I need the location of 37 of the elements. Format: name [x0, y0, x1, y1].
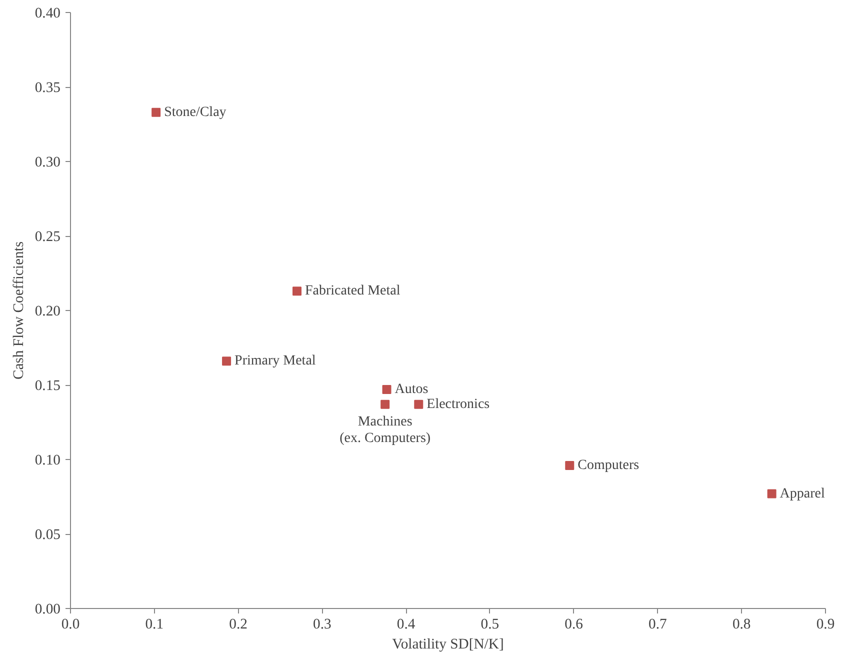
annotation: Machines (ex. Computers)	[340, 414, 431, 446]
annotation: Fabricated Metal	[305, 284, 400, 299]
point	[565, 460, 574, 470]
y-tick-label: 0.05	[34, 527, 61, 543]
x-tick-label: 0.9	[816, 616, 835, 632]
x-tick-label: 0.8	[732, 616, 751, 632]
point	[292, 286, 302, 296]
point	[767, 489, 776, 498]
y-tick-label: 0.10	[34, 452, 61, 468]
x-tick-label: 0.2	[229, 616, 248, 632]
annotation: Autos	[394, 382, 428, 397]
y-tick-label: 0.15	[34, 378, 61, 394]
annotation: Computers	[578, 458, 640, 473]
y-tick-label: 0.35	[34, 80, 61, 96]
x-tick-label: 0.6	[564, 616, 583, 632]
y-tick-label: 0.00	[34, 602, 61, 618]
y-tick-label: 0.40	[34, 6, 61, 22]
y-axis-title: Cash Flow Coefficients	[10, 241, 27, 380]
x-tick-label: 0.1	[145, 616, 164, 632]
x-tick-label: 0.4	[396, 616, 416, 632]
x-tick-label: 0.0	[61, 616, 80, 632]
annotation: Stone/Clay	[164, 104, 226, 120]
annotation: Primary Metal	[234, 354, 316, 369]
point	[382, 384, 392, 394]
point	[380, 400, 390, 409]
annotation: Electronics	[426, 396, 490, 412]
point	[222, 356, 232, 366]
x-axis-title: Volatility SD[N/K]	[392, 636, 504, 652]
y-tick-label: 0.30	[34, 154, 61, 170]
annotation: Apparel	[780, 486, 826, 502]
point	[414, 400, 424, 409]
x-tick-label: 0.7	[648, 616, 667, 632]
point	[152, 108, 161, 117]
x-tick-label: 0.3	[313, 616, 332, 632]
y-tick-label: 0.25	[34, 229, 61, 245]
y-tick-label: 0.20	[34, 304, 61, 320]
x-tick-label: 0.5	[480, 616, 500, 632]
